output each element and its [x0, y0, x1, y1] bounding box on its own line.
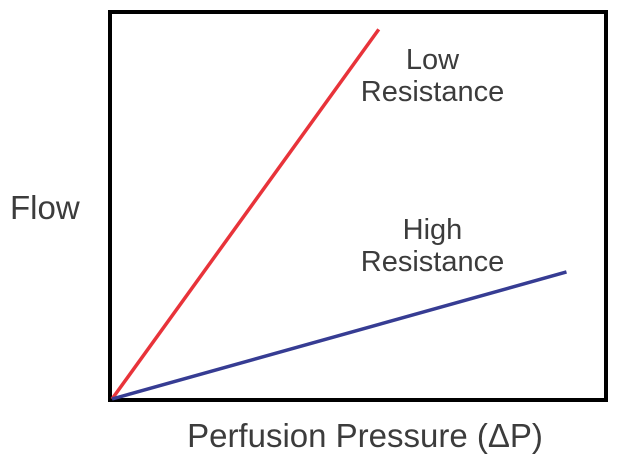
- high-resistance-label-line2: Resistance: [360, 246, 505, 279]
- high-resistance-label-line1: High: [402, 214, 463, 246]
- plot-frame: [108, 10, 608, 402]
- low-resistance-annotation: Low Resistance: [345, 44, 520, 109]
- y-axis-label: Flow: [10, 189, 80, 226]
- high-resistance-line: [111, 270, 567, 401]
- x-axis-label: Perfusion Pressure (ΔP): [187, 417, 543, 454]
- low-resistance-label-line1: Low: [405, 44, 460, 76]
- high-resistance-annotation: High Resistance: [345, 214, 520, 279]
- low-resistance-line: [110, 28, 381, 401]
- low-resistance-label-line2: Resistance: [360, 76, 505, 109]
